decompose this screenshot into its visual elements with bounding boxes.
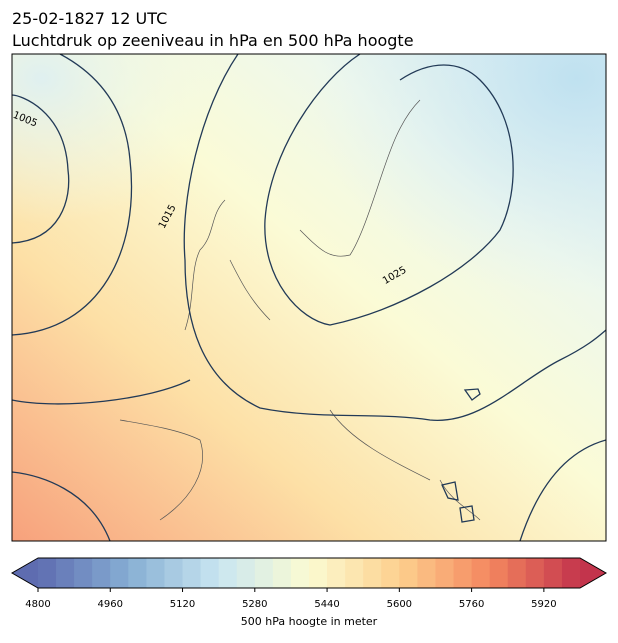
colorbar-segment [74, 558, 93, 588]
colorbar-segment [218, 558, 238, 588]
colorbar-segment [128, 558, 147, 588]
colorbar-tick-label: 5280 [242, 599, 267, 610]
colorbar-tick-label: 5760 [459, 599, 484, 610]
colorbar-segment [363, 558, 382, 588]
colorbar-segment [561, 558, 581, 588]
colorbar-segment [471, 558, 491, 588]
colorbar-segment [525, 558, 545, 588]
colorbar-segment [200, 558, 220, 588]
colorbar-extend-low [12, 558, 38, 588]
colorbar-segment [309, 558, 328, 588]
colorbar-segment [453, 558, 473, 588]
colorbar-label: 500 hPa hoogte in meter [241, 615, 378, 628]
colorbar-tick-label: 5440 [314, 599, 339, 610]
colorbar-frame [10, 557, 608, 589]
colorbar-tick-label: 5920 [531, 599, 556, 610]
colorbar-segment [543, 558, 563, 588]
colorbar-tick-label: 5120 [170, 599, 195, 610]
map: 1005 1015 1025 [12, 54, 606, 541]
colorbar-segment [56, 558, 75, 588]
colorbar-segment [507, 558, 527, 588]
colorbar-segment [146, 558, 165, 588]
colorbar-tick-label: 4800 [25, 599, 50, 610]
colorbar-segment [290, 558, 310, 588]
map-title: Luchtdruk op zeeniveau in hPa en 500 hPa… [12, 31, 414, 50]
colorbar-segment [236, 558, 256, 588]
colorbar-segment [399, 558, 418, 588]
colorbar-segment [254, 558, 274, 588]
colorbar: 4800 4960 5120 5280 5440 5600 5760 5920 500 hPa … [10, 557, 608, 628]
colorbar-segment [417, 558, 436, 588]
colorbar-segment [435, 558, 455, 588]
colorbar-segment [110, 558, 129, 588]
time-label: 25-02-1827 12 UTC [12, 9, 167, 28]
colorbar-segment [92, 558, 111, 588]
colorbar-segment [381, 558, 400, 588]
map-frame [11, 53, 607, 542]
colorbar-segment [38, 558, 57, 588]
colorbar-extend-high [580, 558, 606, 588]
colorbar-segment [272, 558, 292, 588]
colorbar-segment [489, 558, 509, 588]
colorbar-tick-label: 5600 [387, 599, 412, 610]
colorbar-segment [182, 558, 202, 588]
colorbar-segment [327, 558, 346, 588]
colorbar-tick-label: 4960 [98, 599, 123, 610]
colorbar-segment [164, 558, 184, 588]
colorbar-segment [345, 558, 364, 588]
